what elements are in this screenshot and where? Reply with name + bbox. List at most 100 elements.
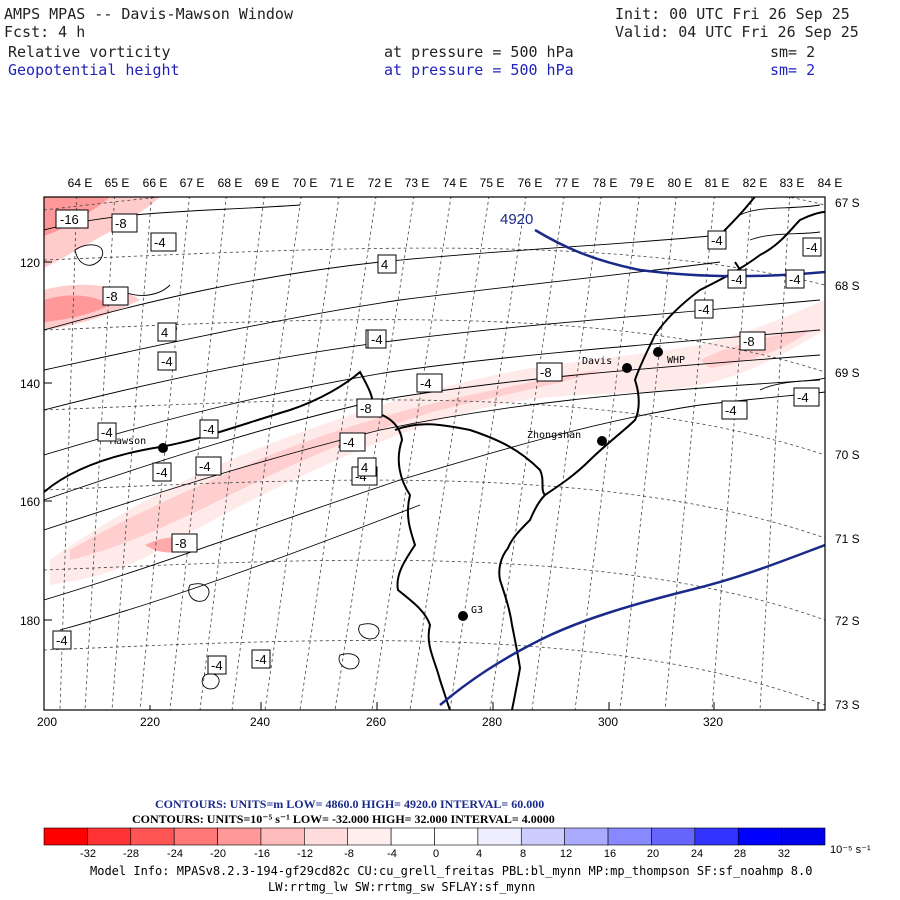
- colorbar-cell: [87, 827, 132, 846]
- station-dot-whp: [653, 347, 663, 357]
- model-info-line1: Model Info: MPASv8.2.3-194-gf29cd82c CU:…: [90, 864, 813, 878]
- lat-label: 70 S: [835, 448, 860, 462]
- vort-label: -4: [207, 655, 227, 675]
- colorbar-cell: [43, 827, 88, 846]
- x-tick-label: 320: [703, 715, 723, 729]
- colorbar-label: 8: [519, 848, 527, 860]
- svg-text:-4: -4: [56, 633, 68, 648]
- lon-label: 73 E: [404, 176, 430, 190]
- lon-label: 76 E: [517, 176, 543, 190]
- colorbar-units: 10⁻⁵ s⁻¹: [830, 844, 871, 856]
- colorbar-cell: [130, 827, 175, 846]
- colorbar-label: -24: [167, 848, 183, 860]
- svg-text:-16: -16: [60, 212, 79, 227]
- y-tick-label: 140: [20, 377, 40, 391]
- field2-smooth: sm= 2: [770, 61, 816, 79]
- colorbar-label: -20: [210, 848, 226, 860]
- svg-text:-4: -4: [203, 422, 215, 437]
- vort-label: -4: [802, 237, 822, 257]
- colorbar-label: 4: [475, 848, 483, 860]
- svg-text:4: 4: [161, 325, 168, 340]
- station-labels: Mawson Davis WHP Zhongshan G3: [110, 355, 685, 616]
- svg-text:-4: -4: [161, 354, 173, 369]
- vort-label: -4: [195, 456, 222, 476]
- svg-text:-8: -8: [540, 365, 552, 380]
- lon-label: 65 E: [104, 176, 130, 190]
- colorbar-label: 24: [690, 848, 704, 860]
- x-tick-label: 300: [598, 715, 618, 729]
- station-dot-mawson: [158, 443, 168, 453]
- svg-text:-4: -4: [101, 425, 113, 440]
- colorbar-label: -8: [344, 848, 354, 860]
- field1-smooth: sm= 2: [770, 43, 816, 61]
- svg-text:-4: -4: [789, 272, 801, 287]
- station-label-davis: Davis: [582, 356, 612, 367]
- colorbar-cell: [217, 827, 262, 846]
- vort-label: -8: [111, 213, 138, 233]
- lon-label: 69 E: [254, 176, 280, 190]
- svg-text:-8: -8: [115, 216, 127, 231]
- colorbar-label: 32: [777, 848, 791, 860]
- valid-time: Valid: 04 UTC Fri 26 Sep 25: [615, 23, 859, 41]
- vort-label: -4: [251, 649, 271, 669]
- field2-name: Geopotential height: [8, 61, 180, 79]
- x-tick-label: 240: [250, 715, 270, 729]
- vort-label: -8: [536, 362, 563, 382]
- svg-text:-4: -4: [343, 435, 355, 450]
- svg-text:-4: -4: [797, 390, 809, 405]
- colorbar-label: 12: [559, 848, 573, 860]
- vort-label: -4: [793, 387, 820, 407]
- vort-label: -4: [785, 269, 805, 289]
- svg-text:-4: -4: [154, 235, 166, 250]
- lon-label: 78 E: [592, 176, 618, 190]
- lon-label: 70 E: [292, 176, 318, 190]
- svg-text:-4: -4: [156, 465, 168, 480]
- vort-label: -4: [694, 299, 714, 319]
- colorbar: [43, 827, 826, 846]
- vort-label: -4: [721, 400, 748, 420]
- vort-label: -4: [150, 232, 177, 252]
- station-label-zhongshan: Zhongshan: [527, 430, 581, 441]
- vorticity-labels: -16 -8 -4 -8 -4 4 -4 -4 -8 -4 -4 -8 -4 -…: [52, 209, 822, 675]
- colorbar-cell: [694, 827, 739, 846]
- station-label-mawson: Mawson: [110, 436, 146, 447]
- vort-label: -4: [199, 419, 219, 439]
- vort-label: -4: [52, 630, 72, 650]
- colorbar-cell: [304, 827, 349, 846]
- lon-label: 84 E: [817, 176, 843, 190]
- longitude-labels: 64 E 65 E 66 E 67 E 68 E 69 E 70 E 71 E …: [40, 176, 843, 192]
- svg-text:-4: -4: [711, 233, 723, 248]
- x-tick-label: 260: [366, 715, 386, 729]
- svg-text:-4: -4: [199, 459, 211, 474]
- svg-text:-8: -8: [175, 536, 187, 551]
- svg-text:-4: -4: [806, 240, 818, 255]
- station-dot-davis: [622, 363, 632, 373]
- field1-level: at pressure = 500 hPa: [384, 43, 574, 61]
- svg-text:-8: -8: [743, 334, 755, 349]
- colorbar-cell: [434, 827, 479, 846]
- field2-level: at pressure = 500 hPa: [384, 61, 574, 79]
- colorbar-cell: [737, 827, 782, 846]
- svg-text:4: 4: [381, 257, 388, 272]
- vort-label: -4: [339, 432, 366, 452]
- vorticity-contour-info: CONTOURS: UNITS=10⁻⁵ s⁻¹ LOW= -32.000 HI…: [132, 812, 555, 826]
- vort-label: -8: [171, 533, 198, 553]
- lon-label: 75 E: [479, 176, 505, 190]
- vort-label: -4: [707, 230, 727, 250]
- lon-label: 72 E: [367, 176, 393, 190]
- vort-label: -16: [55, 209, 89, 229]
- lon-label: 80 E: [667, 176, 693, 190]
- colorbar-label: -16: [254, 848, 270, 860]
- vort-label: -8: [102, 286, 129, 306]
- vorticity-shade: [70, 370, 600, 560]
- forecast-hour: Fcst: 4 h: [4, 23, 86, 41]
- x-tick-label: 220: [140, 715, 160, 729]
- station-markers: [158, 347, 663, 621]
- vorticity-shade: [44, 295, 110, 322]
- map-frame: [43, 196, 826, 711]
- svg-text:-4: -4: [731, 272, 743, 287]
- vort-label: -4: [97, 422, 117, 442]
- x-tick-label: 280: [482, 715, 502, 729]
- colorbar-cell: [390, 827, 435, 846]
